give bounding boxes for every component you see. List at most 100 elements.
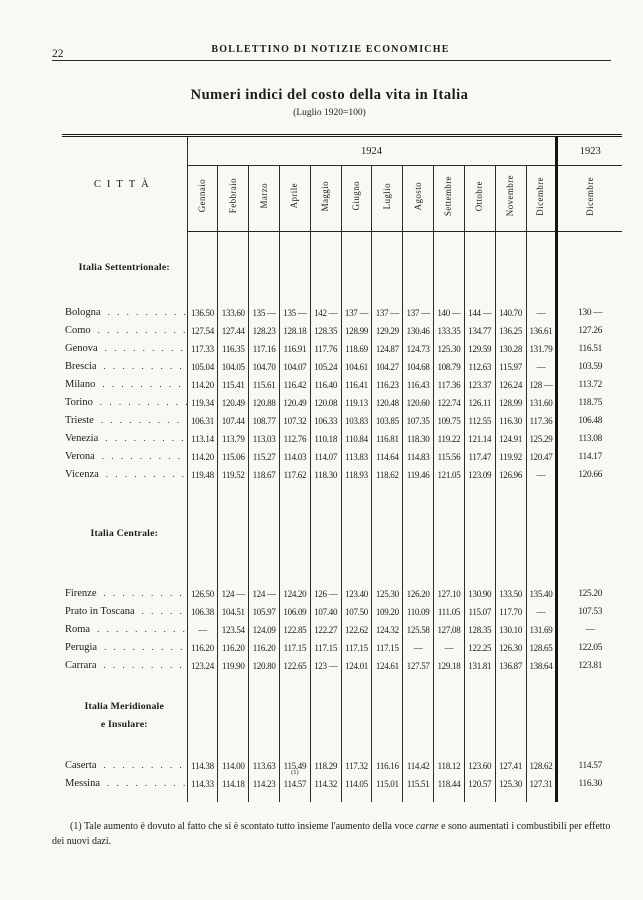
table-row: Genova . . . . . . . . . . . . . . . . . … (62, 339, 622, 358)
city-cell: Genova . . . . . . . . . . . . . . . . . … (62, 340, 187, 358)
value-cell: 114.83 (402, 447, 434, 466)
empty-grid-cell (279, 674, 311, 757)
spacer-cell (555, 792, 622, 802)
city-cell: Caserta . . . . . . . . . . . . . . . . .… (62, 757, 187, 775)
value-cell: 112.55 (463, 411, 496, 430)
month-label: Febbraio (227, 178, 238, 214)
value-cell: 114.42 (402, 756, 434, 775)
dot-leader: . . . . . . . . . . . . . . . . . . . . (100, 415, 187, 425)
value-cell: 120.08 (309, 393, 342, 412)
value-cell: — (433, 638, 465, 657)
value-cell: 104.27 (371, 357, 403, 376)
month-label: Marzo (258, 183, 269, 209)
month-header-giugno: Giugno (340, 165, 372, 232)
value-cell: 123.60 (463, 756, 496, 775)
value-cell: 116.43 (402, 375, 434, 394)
value-cell: 118.30 (309, 465, 342, 484)
value-cell: 137 — (402, 303, 434, 322)
value-cell: 128.99 (340, 321, 372, 340)
value-cell: 116.42 (279, 375, 311, 394)
section-label-cell: Italia Meridionale e Insulare: (62, 675, 187, 757)
empty-grid-cell (433, 231, 465, 304)
table-row: Verona . . . . . . . . . . . . . . . . . … (62, 447, 622, 466)
value-cell: 109.75 (433, 411, 465, 430)
city-label: Genova (65, 343, 98, 354)
empty-grid-cell (248, 231, 280, 304)
table-row: Carrara . . . . . . . . . . . . . . . . .… (62, 656, 622, 675)
dot-leader: . . . . . . . . . . . . . . . . . . . . (102, 379, 186, 389)
city-label: Bologna (65, 307, 101, 318)
value-cell: 115.49 (1) (279, 756, 311, 776)
value-cell: 127.44 (217, 321, 249, 340)
value-cell: 116.23 (371, 375, 403, 394)
value-cell: 116.30 (555, 774, 622, 793)
city-cell: Vicenza . . . . . . . . . . . . . . . . .… (62, 466, 187, 484)
value-cell: 104.07 (279, 357, 311, 376)
value-cell: 121.05 (433, 465, 465, 484)
value-cell: 131.81 (463, 656, 496, 675)
year-1923-header: 1923 (555, 135, 622, 166)
value-cell: 104.61 (340, 357, 372, 376)
value-cell: 125.58 (402, 620, 434, 639)
value-cell: 127.10 (433, 584, 465, 603)
month-header-ottobre: Ottobre (463, 165, 496, 232)
title-block: Numeri indici del costo della vita in It… (52, 87, 607, 118)
empty-grid-cell (186, 674, 218, 757)
value-cell: 133.35 (433, 321, 465, 340)
value-cell: 114.07 (309, 447, 342, 466)
table-row: Trieste . . . . . . . . . . . . . . . . .… (62, 411, 622, 430)
city-cell: Como . . . . . . . . . . . . . . . . . . … (62, 322, 187, 340)
value-cell: 117.47 (463, 447, 496, 466)
page-number: 22 (52, 48, 64, 60)
table-row: Como . . . . . . . . . . . . . . . . . . … (62, 321, 622, 340)
value-cell: 114.38 (186, 756, 218, 775)
value-cell: 135 — (248, 303, 280, 322)
value-cell: 114.05 (340, 774, 372, 793)
value-cell: 105.97 (248, 602, 280, 621)
value-cell: 117.36 (433, 375, 465, 394)
value-cell: 128 — (525, 375, 557, 394)
value-cell: 128.62 (525, 756, 557, 775)
value-cell: 128.23 (248, 321, 280, 340)
table-row: Torino . . . . . . . . . . . . . . . . . … (62, 393, 622, 412)
empty-grid-cell (309, 483, 342, 585)
running-head: 22 BOLLETTINO DI NOTIZIE ECONOMICHE (52, 0, 609, 60)
value-cell: 118.62 (371, 465, 403, 484)
empty-grid-cell (340, 674, 372, 757)
value-cell: 110.09 (402, 602, 434, 621)
value-cell: 123.09 (463, 465, 496, 484)
year-1924-header: 1924 (186, 135, 557, 166)
value-cell: 123.81 (555, 656, 622, 675)
value-cell: 119.48 (186, 465, 218, 484)
value-cell: 124.91 (494, 429, 526, 448)
city-cell: Trieste . . . . . . . . . . . . . . . . .… (62, 412, 187, 430)
spacer-cell (186, 792, 218, 802)
city-label: Caserta (65, 760, 97, 771)
value-cell: 113.79 (217, 429, 249, 448)
city-label: Como (65, 325, 91, 336)
value-cell: 137 — (371, 303, 403, 322)
value-cell: 120.88 (248, 393, 280, 412)
month-label: Ottobre (474, 180, 485, 212)
empty-grid-cell (494, 674, 526, 757)
value-cell: 114.20 (186, 447, 218, 466)
value-cell: 114.03 (279, 447, 311, 466)
value-cell: 140.70 (494, 303, 526, 322)
value-cell: 124.09 (248, 620, 280, 639)
table-row: Messina . . . . . . . . . . . . . . . . .… (62, 774, 622, 793)
value-cell: 124.61 (371, 656, 403, 675)
value-cell: 116.81 (371, 429, 403, 448)
empty-grid-cell (525, 483, 557, 585)
value-cell: 114.33 (186, 774, 218, 793)
value-cell: 126 — (309, 584, 342, 603)
value-cell: 125.30 (433, 339, 465, 358)
value-cell: 114.57 (279, 774, 311, 793)
value-cell: 120.49 (217, 393, 249, 412)
value-cell: 126.30 (494, 638, 526, 657)
city-label: Milano (65, 379, 96, 390)
value-cell: 124.32 (371, 620, 403, 639)
value-cell: 119.92 (494, 447, 526, 466)
value-cell: 120.48 (371, 393, 403, 412)
value-cell: 120.66 (555, 465, 622, 484)
